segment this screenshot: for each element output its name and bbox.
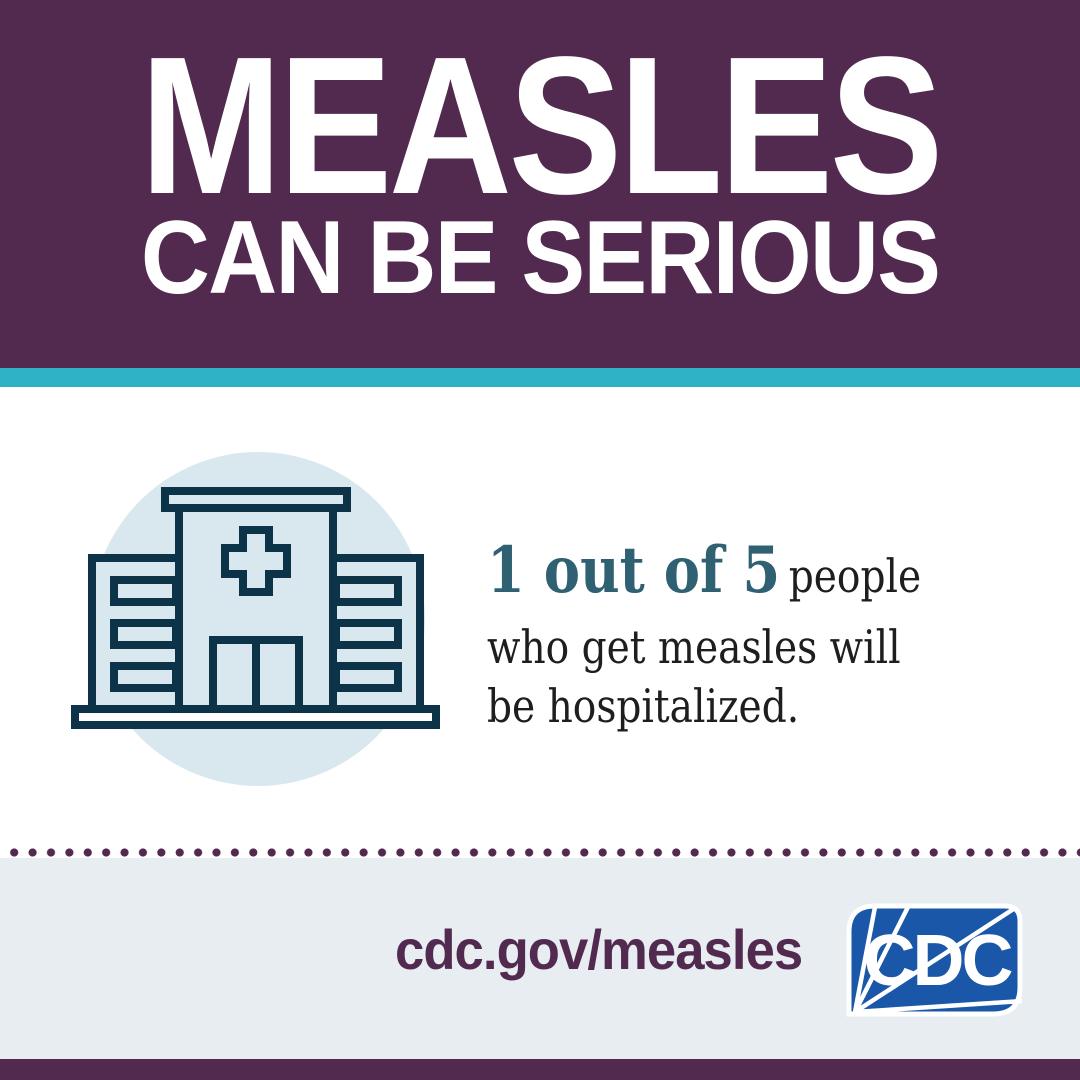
window-slat <box>332 619 402 649</box>
dotted-divider <box>0 847 1080 858</box>
hospital-roof-cap <box>161 487 351 512</box>
footer-url: cdc.gov/measles <box>395 918 803 981</box>
cdc-logo: CDC <box>846 903 1023 1017</box>
stat-line-3: be hospitalized. <box>487 679 800 733</box>
cdc-logo-text: CDC <box>864 921 1013 1001</box>
stat-text: 1 out of 5 people who get measles will be… <box>487 539 1014 736</box>
header-banner: MEASLES CAN BE SERIOUS <box>0 0 1080 368</box>
window-slat <box>332 576 402 606</box>
hospital-building-icon <box>71 452 440 786</box>
stat-line-2: who get measles will <box>487 620 901 674</box>
window-slat <box>110 662 180 692</box>
stat-highlight: 1 out of 5 <box>487 533 781 608</box>
stat-line-1-rest: people <box>788 549 922 603</box>
window-slat <box>332 662 402 692</box>
hospital-base <box>71 705 440 729</box>
accent-stripe <box>0 368 1080 387</box>
page-title: MEASLES <box>140 16 943 235</box>
window-slat <box>110 576 180 606</box>
page-subtitle: CAN BE SERIOUS <box>140 200 941 316</box>
window-slat <box>110 619 180 649</box>
medical-cross-icon <box>221 526 291 596</box>
stat-line-1: 1 out of 5 people <box>487 539 1014 618</box>
cdc-logo-rays <box>852 905 1023 1015</box>
bottom-accent-strip <box>0 1059 1080 1080</box>
